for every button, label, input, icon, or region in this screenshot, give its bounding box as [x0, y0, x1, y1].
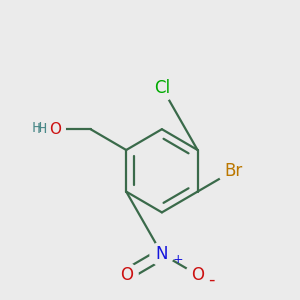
- Text: N: N: [156, 245, 168, 263]
- Text: H: H: [31, 121, 41, 135]
- Text: -: -: [208, 270, 214, 288]
- Text: O: O: [120, 266, 133, 284]
- Text: O: O: [191, 266, 204, 284]
- Circle shape: [150, 242, 174, 266]
- Text: Br: Br: [224, 162, 242, 180]
- Text: H: H: [36, 122, 47, 136]
- Circle shape: [186, 263, 209, 287]
- Text: O: O: [49, 122, 61, 137]
- Circle shape: [114, 263, 138, 287]
- Text: +: +: [172, 254, 183, 266]
- Circle shape: [44, 119, 65, 140]
- Circle shape: [218, 156, 248, 186]
- Circle shape: [148, 74, 175, 101]
- Text: Cl: Cl: [154, 79, 170, 97]
